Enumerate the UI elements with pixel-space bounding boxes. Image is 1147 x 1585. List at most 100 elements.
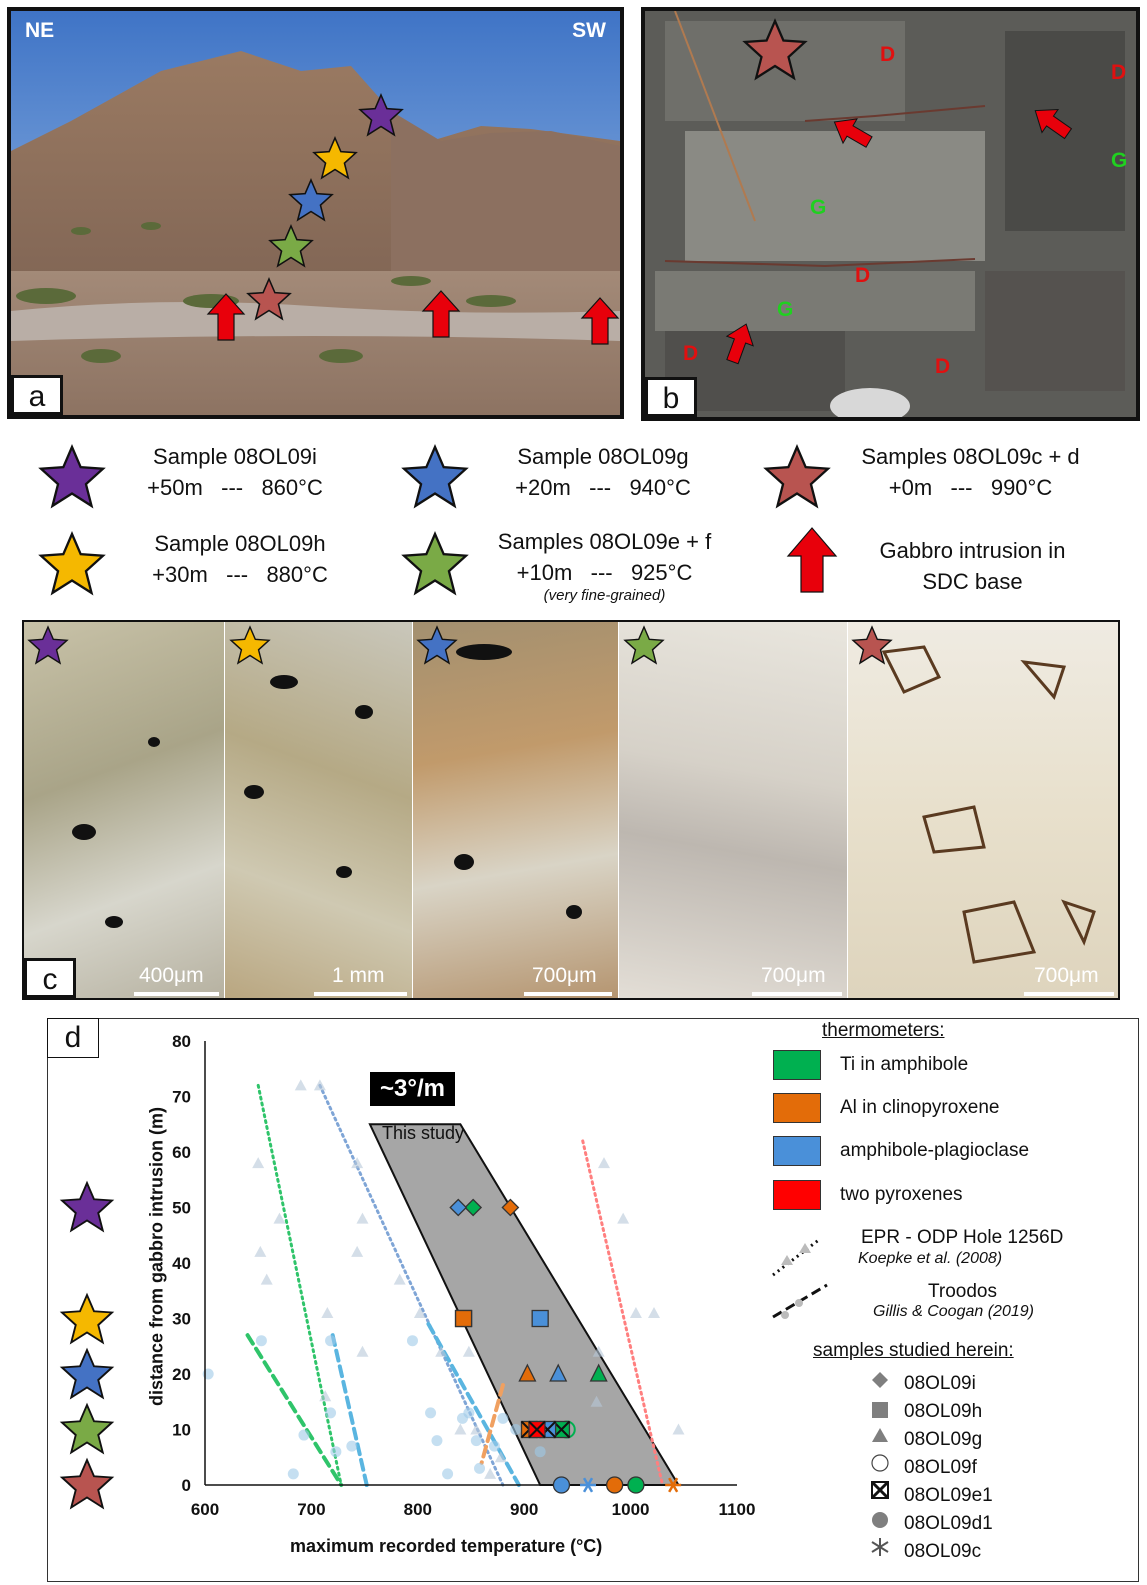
rock-label-d: D bbox=[683, 342, 699, 365]
scale-bar-3 bbox=[524, 992, 612, 996]
y-axis-title: distance from gabbro intrusion (m) bbox=[146, 1107, 167, 1407]
micrograph-3 bbox=[413, 622, 618, 998]
legend-swatch-ti bbox=[773, 1050, 821, 1080]
star-purple-icon bbox=[358, 93, 404, 137]
legend-swatch-two-pyx bbox=[773, 1180, 821, 1210]
rock-label-d: D bbox=[880, 43, 896, 66]
star-red-icon bbox=[763, 444, 831, 509]
star-blue-icon bbox=[288, 178, 334, 222]
sample-item: 08OL09e1 bbox=[904, 1485, 993, 1506]
panel-a-markers bbox=[206, 93, 620, 345]
scale-label-1: 400μm bbox=[139, 964, 204, 987]
legend-swatch-ampl-plag bbox=[773, 1136, 821, 1166]
circle-icon bbox=[872, 1512, 888, 1528]
diamond-icon bbox=[872, 1372, 888, 1388]
legend-item-3: Samples 08OL09c + d +0m --- 990°C bbox=[838, 441, 1103, 503]
sample-item: 08OL09i bbox=[904, 1373, 976, 1394]
legend-item-1-info: +50m --- 860°C bbox=[147, 475, 323, 500]
star-red-icon bbox=[59, 1457, 115, 1510]
legend-item-5: Samples 08OL09e + f +10m --- 925°C (very… bbox=[472, 526, 737, 604]
legend-label-ampl-plag: amphibole-plagioclase bbox=[840, 1140, 1030, 1161]
legend-label-two-pyx: two pyroxenes bbox=[840, 1184, 963, 1205]
star-red-icon bbox=[851, 625, 893, 665]
arrow-up-icon bbox=[421, 290, 461, 338]
legend-symbols bbox=[38, 444, 838, 596]
micrograph-grains bbox=[27, 625, 1096, 964]
micrograph-5 bbox=[848, 622, 1118, 998]
sample-item: 08OL09f bbox=[904, 1457, 977, 1478]
rock-label-d: D bbox=[935, 355, 951, 378]
triangle-icon bbox=[872, 1428, 888, 1442]
landscape-photo bbox=[11, 11, 620, 415]
reference-line-symbols bbox=[772, 1237, 828, 1319]
panel-c-micrographs: 400μm 1 mm 700μm 700μm 700μm c bbox=[22, 620, 1120, 1000]
scale-label-2: 1 mm bbox=[332, 964, 385, 987]
legend-item-4-name: Sample 08OL09h bbox=[154, 531, 326, 556]
star-green-icon bbox=[401, 531, 469, 596]
ne-label: NE bbox=[25, 19, 55, 42]
xbox-icon bbox=[870, 1480, 890, 1500]
sample-item: 08OL09d1 bbox=[904, 1513, 993, 1534]
star-yellow-icon bbox=[38, 531, 106, 596]
asterisk-icon bbox=[871, 1538, 889, 1556]
arrow-icon bbox=[833, 118, 873, 148]
ref2-cite: Gillis & Coogan (2019) bbox=[873, 1303, 1034, 1320]
gradient-badge: ~3°/m bbox=[370, 1072, 455, 1106]
rock-label-g: G bbox=[777, 298, 794, 321]
ref1-name: EPR - ODP Hole 1256D bbox=[861, 1227, 1064, 1248]
scale-label-5: 700μm bbox=[1034, 964, 1099, 987]
arrow-icon bbox=[1034, 108, 1073, 140]
arrow-up-icon bbox=[580, 297, 620, 345]
dotted-line-icon bbox=[772, 1237, 821, 1277]
star-purple-icon bbox=[38, 444, 106, 509]
legend-item-4-info: +30m --- 880°C bbox=[152, 562, 328, 587]
star-green-icon bbox=[268, 224, 314, 268]
legend-item-3-info: +0m --- 990°C bbox=[888, 475, 1053, 500]
star-green-icon bbox=[59, 1402, 115, 1455]
star-yellow-icon bbox=[59, 1292, 115, 1345]
outcrop-photo bbox=[645, 11, 1136, 417]
rock-label-d: D bbox=[1111, 61, 1127, 84]
rock-label-g: G bbox=[1111, 149, 1128, 172]
panel-b-letter: b bbox=[645, 377, 697, 417]
legend-item-2-info: +20m --- 940°C bbox=[515, 475, 691, 500]
legend-item-5-note: (very fine-grained) bbox=[543, 587, 666, 604]
legend-item-4: Sample 08OL09h +30m --- 880°C bbox=[115, 528, 365, 590]
star-green-icon bbox=[623, 625, 665, 665]
sample-item: 08OL09c bbox=[904, 1541, 982, 1562]
panel-a-letter: a bbox=[11, 375, 63, 415]
panel-b-markers bbox=[725, 18, 1073, 365]
star-yellow-icon bbox=[229, 625, 271, 665]
arrow-up-icon bbox=[786, 527, 838, 593]
star-purple-icon bbox=[27, 625, 69, 665]
circle-open-icon bbox=[871, 1454, 889, 1472]
panel-d-frame bbox=[47, 1018, 1139, 1582]
scale-bar-5 bbox=[1024, 992, 1114, 996]
legend-item-2: Sample 08OL09g +20m --- 940°C bbox=[478, 441, 728, 503]
arrow-up-icon bbox=[206, 293, 246, 341]
legend-label-al: Al in clinopyroxene bbox=[840, 1097, 1000, 1118]
samples-title: samples studied herein: bbox=[813, 1340, 1014, 1361]
sample-item: 08OL09g bbox=[904, 1429, 983, 1450]
star-blue-icon bbox=[401, 444, 469, 509]
micrograph-4 bbox=[619, 622, 847, 998]
sample-item: 08OL09h bbox=[904, 1401, 983, 1422]
legend-item-1-name: Sample 08OL09i bbox=[153, 444, 317, 469]
square-icon bbox=[872, 1402, 888, 1418]
legend-item-1: Sample 08OL09i +50m --- 860°C bbox=[110, 441, 360, 503]
legend-item-3-name: Samples 08OL09c + d bbox=[861, 444, 1080, 469]
sample-list: 08OL09i 08OL09h 08OL09g 08OL09f 08OL09e1… bbox=[904, 1370, 993, 1566]
legend-item-2-name: Sample 08OL09g bbox=[517, 444, 689, 469]
star-blue-icon bbox=[416, 625, 458, 665]
sw-label: SW bbox=[572, 19, 606, 42]
star-purple-icon bbox=[59, 1180, 115, 1233]
ref1-cite: Koepke et al. (2008) bbox=[858, 1250, 1003, 1267]
legend-label-ti: Ti in amphibole bbox=[840, 1054, 969, 1075]
panel-d-letter: d bbox=[47, 1018, 99, 1058]
scale-bar-4 bbox=[752, 992, 842, 996]
micrograph-2 bbox=[225, 622, 412, 998]
panel-b-photo: D D G G D G D D b bbox=[641, 7, 1140, 421]
panel-d-stars bbox=[59, 1180, 115, 1510]
panel-c-letter: c bbox=[24, 958, 76, 998]
legend-arrow-label: Gabbro intrusion in SDC base bbox=[879, 538, 1066, 594]
